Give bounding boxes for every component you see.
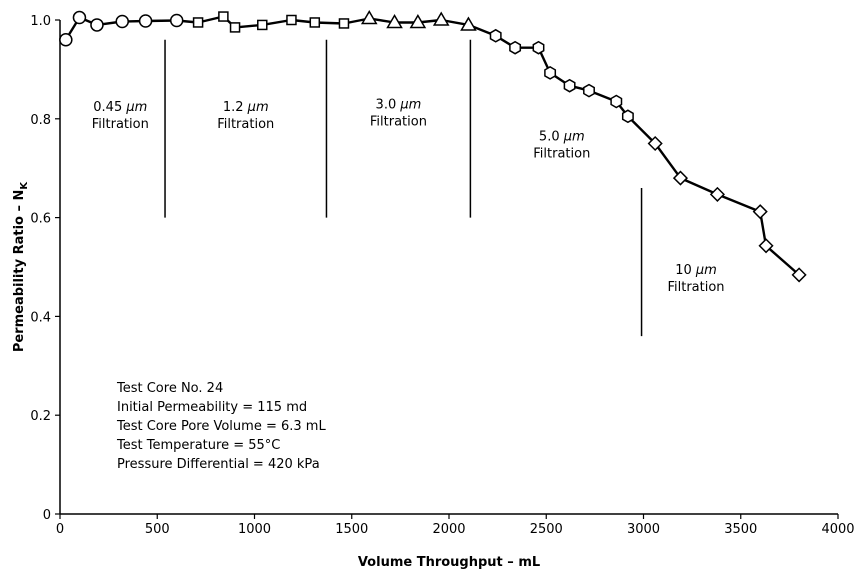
data-point-square	[338, 18, 350, 29]
data-point-diamond	[709, 186, 725, 202]
data-point-hexagon	[610, 94, 623, 109]
test-info-annotation: Test Core No. 24 Initial Permeability = 1…	[116, 381, 326, 472]
test-info-line: Initial Permeability = 115 md	[117, 400, 307, 415]
data-point-diamond	[672, 170, 689, 186]
data-point-circle	[138, 14, 153, 28]
data-point-hexagon	[489, 28, 502, 43]
data-point-diamond	[647, 135, 663, 152]
test-info-line: Test Core No. 24	[116, 381, 223, 396]
data-point-circle	[169, 13, 184, 28]
x-axis-label: Volume Throughput – mL	[358, 555, 540, 570]
data-point-triangle	[409, 13, 427, 29]
filtration-size-label: 1.2 μm	[223, 100, 269, 115]
filtration-word-label: Filtration	[217, 117, 274, 132]
test-info-line: Pressure Differential = 420 kPa	[117, 457, 320, 472]
data-point-circle	[59, 33, 73, 47]
filtration-size-value: 5.0	[539, 129, 564, 144]
filtration-labels: 0.45 μm Filtration 1.2 μm Filtration 3.0 μm F…	[92, 97, 725, 294]
filtration-word-label: Filtration	[533, 146, 590, 161]
data-point-diamond	[791, 267, 807, 283]
data-point-square	[309, 17, 321, 28]
filtration-size-label: 3.0 μm	[376, 97, 422, 112]
filtration-size-value: 1.2	[223, 100, 248, 115]
x-tick-label: 0	[56, 522, 64, 537]
filtration-size-value: 3.0	[376, 97, 401, 112]
filtration-size-unit: μm	[399, 97, 421, 112]
x-tick-label: 2500	[530, 522, 563, 537]
data-point-circle	[90, 18, 104, 32]
y-axis-label-main: Permeability Ratio – N	[12, 190, 27, 353]
data-point-hexagon	[509, 40, 522, 55]
plot-area: 0 500 1000 1500 2000 2500 3000 3500 4000 0 0.2 0.4…	[30, 10, 855, 537]
filtration-size-unit: μm	[695, 263, 717, 278]
filtration-size-unit: μm	[247, 100, 269, 115]
data-point-hexagon	[544, 66, 557, 80]
filtration-word-label: Filtration	[370, 114, 427, 129]
x-tick-label: 3000	[627, 522, 660, 537]
y-tick-label: 0.6	[30, 212, 51, 227]
y-tick-label: 0.2	[30, 409, 51, 424]
filtration-size-value: 0.45	[93, 100, 126, 115]
test-info-line: Test Temperature = 55°C	[116, 438, 280, 453]
filtration-size-label: 5.0 μm	[539, 129, 585, 144]
data-point-hexagon	[532, 40, 545, 55]
data-point-diamond	[752, 204, 768, 220]
data-point-circle	[115, 14, 129, 29]
data-point-triangle	[386, 13, 403, 29]
y-axis-ticks: 0 0.2 0.4 0.6 0.8 1.0	[30, 14, 60, 523]
filtration-word-label: Filtration	[667, 280, 724, 295]
filtration-size-unit: μm	[563, 129, 585, 144]
y-axis-label: Permeability Ratio – NK	[12, 181, 30, 353]
filtration-size-value: 10	[675, 263, 696, 278]
data-point-square	[286, 14, 297, 26]
test-info-line: Test Core Pore Volume = 6.3 mL	[116, 419, 326, 434]
filtration-size-unit: μm	[125, 100, 147, 115]
x-tick-label: 2000	[432, 522, 465, 537]
data-point-square	[257, 19, 268, 31]
filtration-size-label: 10 μm	[675, 263, 717, 278]
y-tick-label: 0.8	[30, 113, 51, 128]
filtration-separators	[164, 39, 643, 337]
x-tick-label: 500	[145, 522, 170, 537]
filtration-word-label: Filtration	[92, 117, 149, 132]
x-tick-label: 1000	[238, 522, 271, 537]
data-point-square	[229, 22, 241, 33]
data-point-square	[192, 17, 204, 28]
y-tick-label: 1.0	[30, 14, 51, 29]
x-tick-label: 1500	[335, 522, 368, 537]
data-point-triangle	[360, 10, 378, 25]
x-tick-label: 4000	[821, 522, 854, 537]
data-point-triangle	[432, 11, 450, 26]
data-point-circle	[72, 10, 87, 25]
data-point-hexagon	[563, 78, 576, 93]
data-point-hexagon	[621, 109, 634, 124]
filtration-size-label: 0.45 μm	[93, 100, 147, 115]
data-series-lines	[64, 15, 800, 276]
data-point-triangle	[460, 16, 477, 31]
data-series-markers	[59, 10, 807, 283]
x-axis-ticks: 0 500 1000 1500 2000 2500 3000 3500 4000	[56, 514, 855, 537]
data-point-hexagon	[583, 83, 595, 98]
y-tick-label: 0	[43, 508, 51, 523]
x-tick-label: 3500	[724, 522, 757, 537]
data-point-square	[218, 11, 229, 22]
data-point-diamond	[758, 238, 774, 254]
y-tick-label: 0.4	[30, 310, 51, 325]
y-axis-label-subscript: K	[19, 181, 30, 190]
